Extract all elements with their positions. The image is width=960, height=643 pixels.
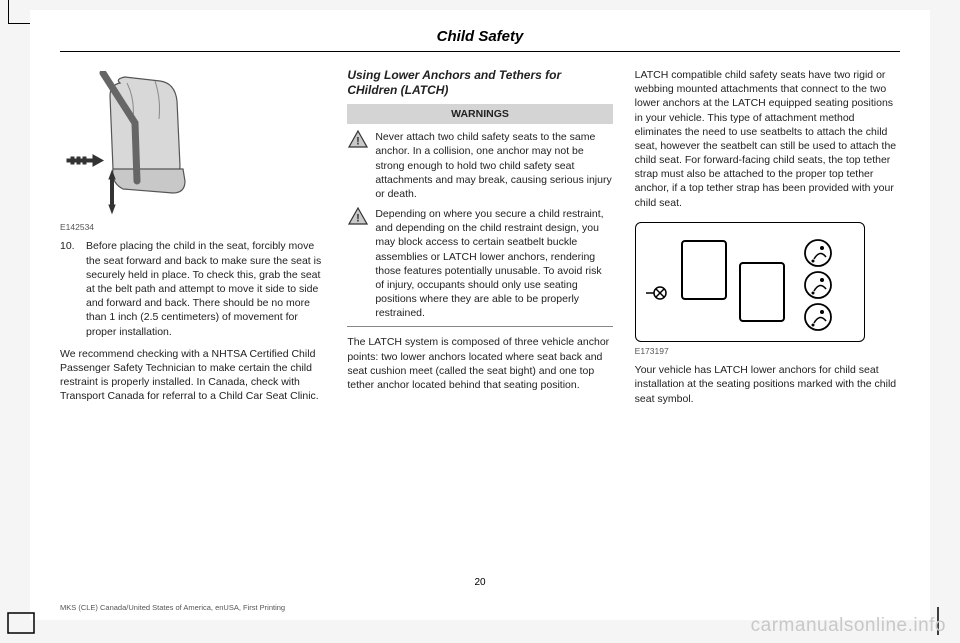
latch-description-text: The LATCH system is composed of three ve…	[347, 335, 612, 392]
page-number: 20	[30, 577, 930, 588]
warning-2-text: Depending on where you secure a child re…	[375, 207, 612, 320]
manual-page: Child Safety	[30, 10, 930, 620]
warning-1: ! Never attach two child safety seats to…	[347, 130, 612, 201]
column-1: E142534 10. Before placing the child in …	[60, 68, 325, 414]
warnings-header: WARNINGS	[347, 104, 612, 124]
page-title: Child Safety	[60, 28, 900, 52]
divider	[347, 326, 612, 327]
latch-anchors-text: Your vehicle has LATCH lower anchors for…	[635, 363, 900, 406]
footer-text: MKS (CLE) Canada/United States of Americ…	[60, 603, 285, 612]
figure-seat-positions	[635, 222, 865, 342]
watermark: carmanualsonline.info	[751, 615, 946, 637]
svg-text:!: !	[356, 213, 360, 225]
column-2: Using Lower Anchors and Tethers for CHil…	[347, 68, 612, 414]
step-number: 10.	[60, 239, 78, 338]
step-10: 10. Before placing the child in the seat…	[60, 239, 325, 338]
warning-1-text: Never attach two child safety seats to t…	[375, 130, 612, 201]
crop-mark-bottom-left	[6, 607, 42, 643]
content-columns: E142534 10. Before placing the child in …	[60, 68, 900, 414]
column-3: LATCH compatible child safety seats have…	[635, 68, 900, 414]
latch-compatible-text: LATCH compatible child safety seats have…	[635, 68, 900, 210]
step-10-text: Before placing the child in the seat, fo…	[86, 239, 325, 338]
figure-1-label: E142534	[60, 222, 325, 233]
warning-triangle-icon: !	[347, 207, 369, 227]
col1-recommendation-text: We recommend checking with a NHTSA Certi…	[60, 347, 325, 404]
section-title-latch: Using Lower Anchors and Tethers for CHil…	[347, 68, 612, 98]
svg-text:!: !	[356, 136, 360, 148]
warning-triangle-icon: !	[347, 130, 369, 150]
figure-2-label: E173197	[635, 346, 900, 357]
warning-2: ! Depending on where you secure a child …	[347, 207, 612, 320]
figure-child-seat	[60, 68, 220, 218]
